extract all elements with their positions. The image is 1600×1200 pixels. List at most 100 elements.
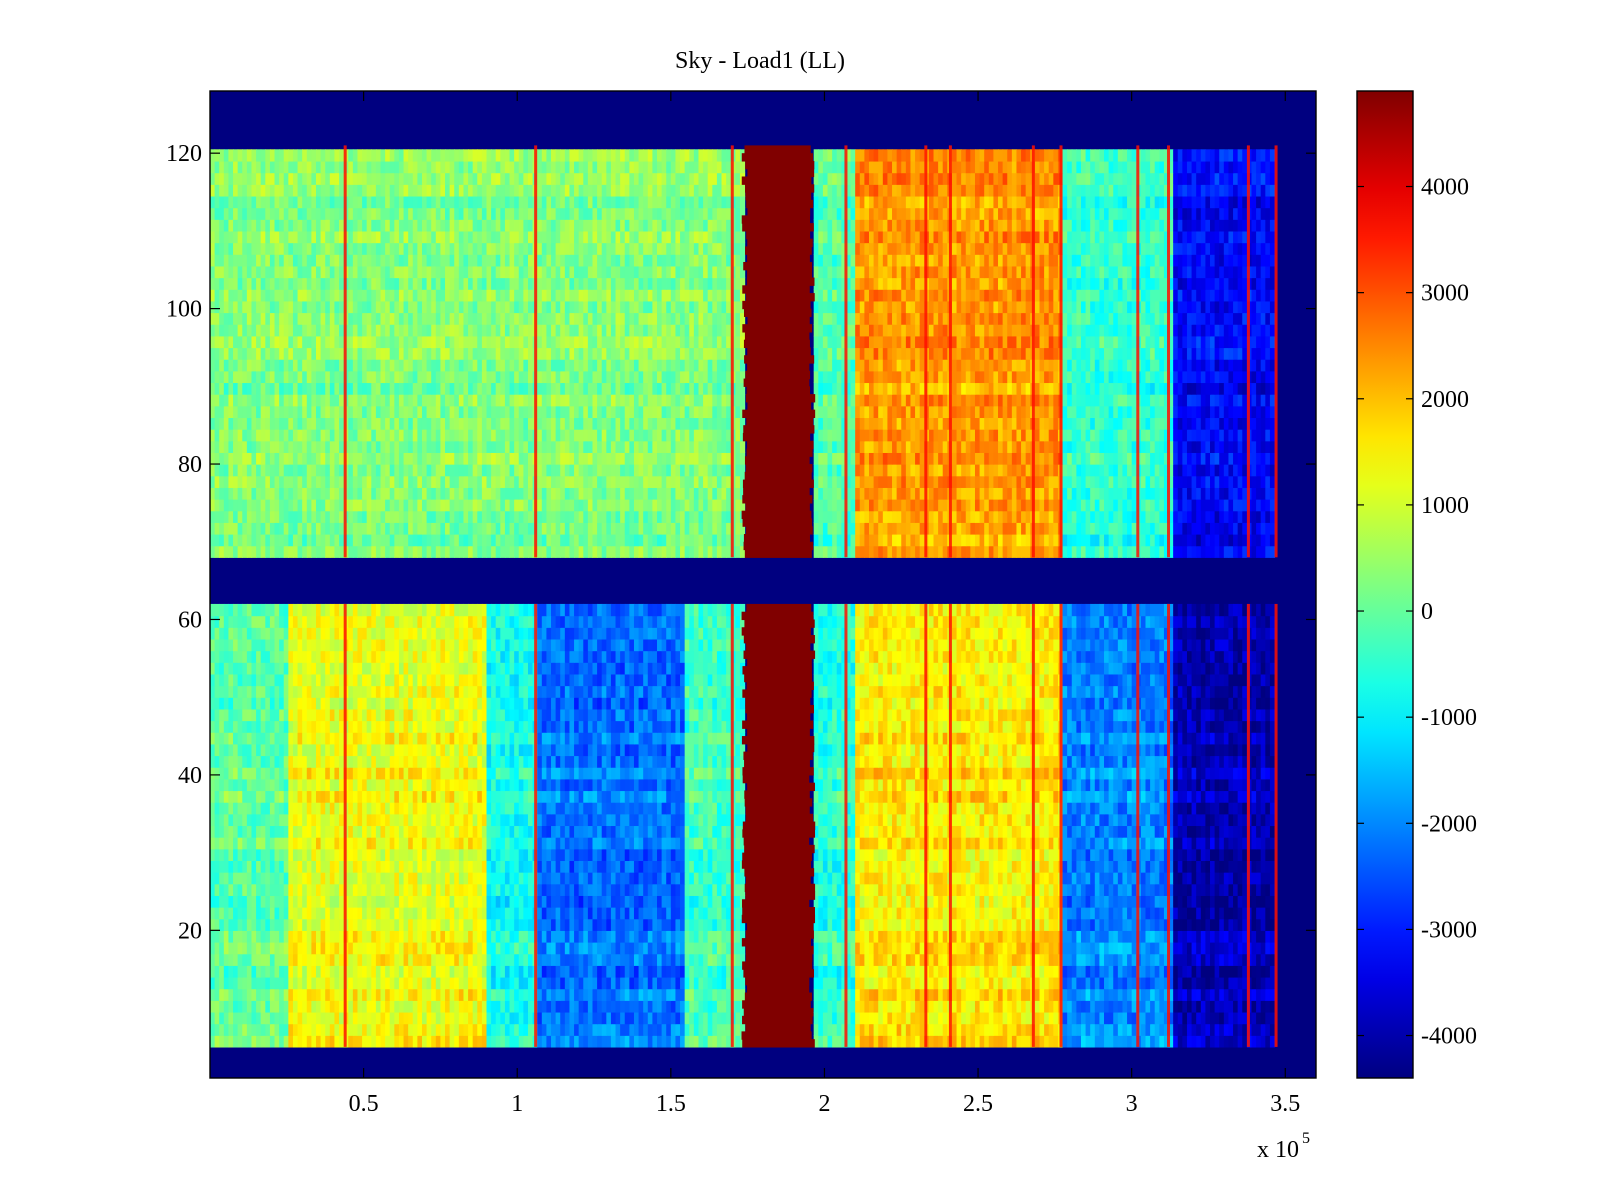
heatmap-cell [1242,499,1248,512]
heatmap-cell [1210,464,1216,477]
heatmap-cell [269,487,276,500]
heatmap-cell [274,429,280,442]
heatmap-cell [477,335,483,349]
heatmap-cell [223,429,230,442]
heatmap-cell [491,417,497,430]
heatmap-cell [1080,359,1087,372]
heatmap-cell [915,394,921,407]
heatmap-cell [477,370,483,384]
heatmap-cell [859,370,865,384]
heatmap-cell [408,405,414,419]
heatmap-cell [1228,440,1234,453]
heatmap-cell [1048,382,1054,395]
heatmap-cell [1223,464,1230,477]
heatmap-cell [431,300,437,314]
heatmap-cell [841,300,847,314]
heatmap-cell [910,487,916,500]
heatmap-cell [569,499,575,512]
heatmap-cell [1044,324,1050,337]
heatmap-cell [998,394,1004,407]
heatmap-cell [984,429,990,442]
heatmap-cell [1242,452,1248,465]
heatmap-cell [306,335,312,349]
heatmap-cell [574,429,580,442]
heatmap-cell [998,452,1004,465]
heatmap-cell [813,440,819,453]
heatmap-cell [721,487,727,500]
heatmap-cell [371,487,377,500]
heatmap-cell [352,429,359,442]
heatmap-cell [362,464,368,477]
heatmap-cell [878,405,884,419]
heatmap-cell [279,359,285,372]
heatmap-cell [1154,289,1160,302]
heatmap-cell [325,499,331,512]
heatmap-cell [1150,533,1156,547]
heatmap-cell [1090,382,1096,395]
heatmap-cell [1002,417,1008,430]
heatmap-cell [569,440,575,453]
heatmap-cell [597,394,603,407]
heatmap-cell [1099,300,1105,314]
heatmap-cell [984,347,990,360]
heatmap-cell [1260,405,1266,419]
heatmap-cell [993,440,999,453]
heatmap-cell [1034,429,1041,442]
heatmap-cell [504,499,511,512]
heatmap-cell [822,300,829,314]
heatmap-cell [329,499,336,512]
heatmap-cell [325,359,331,372]
heatmap-cell [334,545,340,558]
heatmap-cell [339,429,345,442]
heatmap-cell [915,300,921,314]
heatmap-cell [362,440,368,453]
heatmap-cell [394,440,400,453]
heatmap-cell [237,429,243,442]
heatmap-cell [970,394,976,407]
heatmap-cell [555,370,561,384]
heatmap-cell [1233,533,1239,547]
heatmap-cell [1191,324,1197,337]
heatmap-cell [1062,382,1068,395]
heatmap-cell [265,324,271,337]
heatmap-cell [666,382,672,395]
heatmap-cell [210,533,216,547]
heatmap-cell [223,417,230,430]
heatmap-cell [491,533,497,547]
heatmap-cell [279,429,285,442]
heatmap-cell [491,359,497,372]
heatmap-cell [661,359,667,372]
heatmap-cell [297,312,303,325]
heatmap-cell [329,452,336,465]
heatmap-cell [822,405,829,419]
heatmap-cell [1108,487,1114,500]
heatmap-cell [693,324,700,337]
heatmap-cell [1085,347,1091,360]
heatmap-cell [274,522,280,535]
heatmap-cell [551,464,557,477]
heatmap-cell [905,359,912,372]
heatmap-cell [970,300,976,314]
heatmap-cell [389,394,395,407]
heatmap-cell [371,289,377,302]
heatmap-cell [1025,324,1031,337]
heatmap-cell [1016,464,1022,477]
heatmap-cell [652,440,658,453]
heatmap-cell [984,300,990,314]
heatmap-cell [500,417,506,430]
heatmap-cell [394,429,400,442]
heatmap-cell [1127,440,1133,453]
heatmap-cell [850,487,856,500]
heatmap-cell [1177,487,1183,500]
heatmap-cell [1265,324,1271,337]
heatmap-cell [362,394,368,407]
heatmap-cell [546,510,552,523]
heatmap-cell [514,394,520,407]
heatmap-cell [606,394,612,407]
heatmap-cell [601,510,607,523]
heatmap-cell [468,487,474,500]
heatmap-cell [352,487,359,500]
heatmap-cell [1200,487,1206,500]
heatmap-cell [1237,452,1243,465]
heatmap-cell [445,475,451,488]
